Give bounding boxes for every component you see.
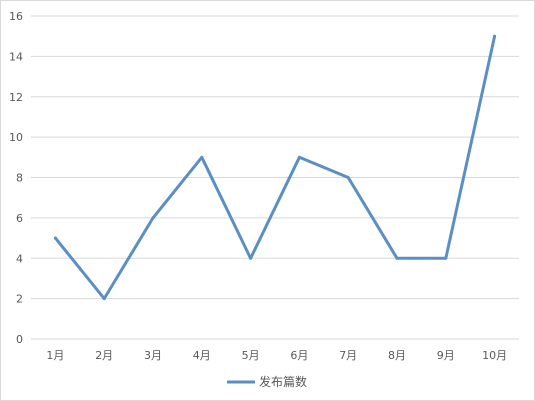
- x-tick-label: 9月: [437, 349, 455, 362]
- data-point: [151, 216, 155, 220]
- y-tick-label: 10: [9, 131, 23, 144]
- y-tick-label: 12: [9, 91, 23, 104]
- data-point: [53, 236, 57, 240]
- series-layer: [53, 34, 497, 301]
- x-axis-tick-labels: 1月 2月 3月 4月 5月 6月 7月 8月 9月 10月: [46, 349, 507, 362]
- x-tick-label: 7月: [339, 349, 357, 362]
- x-tick-label: 8月: [388, 349, 406, 362]
- data-point: [249, 256, 253, 260]
- gridlines: [31, 15, 519, 340]
- x-tick-label: 2月: [95, 349, 113, 362]
- y-tick-label: 2: [16, 293, 23, 306]
- legend-label: 发布篇数: [259, 374, 307, 389]
- y-tick-label: 4: [16, 252, 23, 265]
- y-tick-label: 14: [9, 50, 23, 63]
- x-tick-label: 10月: [482, 349, 507, 362]
- data-point: [444, 256, 448, 260]
- series-line-0: [53, 34, 497, 301]
- data-point: [297, 155, 301, 159]
- data-point: [200, 155, 204, 159]
- data-point: [102, 297, 106, 301]
- x-tick-label: 4月: [193, 349, 211, 362]
- y-tick-label: 0: [16, 333, 23, 346]
- x-tick-label: 6月: [290, 349, 308, 362]
- x-tick-label: 5月: [242, 349, 260, 362]
- x-tick-label: 1月: [46, 349, 64, 362]
- data-point: [493, 34, 497, 38]
- x-tick-label: 3月: [144, 349, 162, 362]
- data-point: [395, 256, 399, 260]
- y-tick-label: 6: [16, 212, 23, 225]
- y-axis-tick-labels: 0 2 4 6 8 10 12 14 16: [9, 10, 23, 346]
- data-point: [346, 176, 350, 179]
- legend: 发布篇数: [227, 374, 307, 389]
- y-tick-label: 8: [16, 172, 23, 185]
- y-tick-label: 16: [9, 10, 23, 23]
